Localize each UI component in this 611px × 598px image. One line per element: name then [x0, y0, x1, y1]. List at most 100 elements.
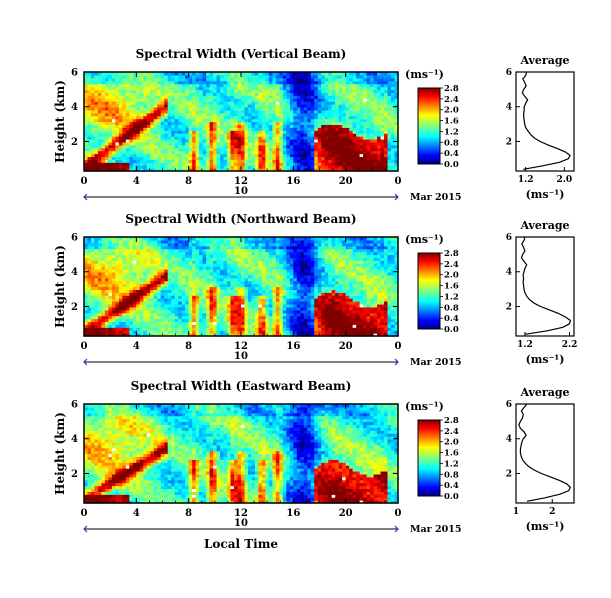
heatmap-cell	[345, 162, 350, 166]
heatmap-cell	[94, 147, 99, 152]
heatmap-cell	[296, 168, 301, 172]
heatmap-cell	[153, 165, 158, 169]
heatmap-cell	[324, 162, 329, 166]
heatmap-cell	[139, 144, 144, 149]
heatmap-cell	[171, 77, 176, 82]
heatmap-cell	[122, 141, 127, 146]
heatmap-cell	[223, 92, 228, 96]
heatmap-cell	[104, 115, 110, 120]
heatmap-cell	[258, 168, 263, 172]
heatmap-cell	[97, 138, 103, 143]
heatmap-cell	[192, 121, 197, 126]
heatmap-cell	[195, 124, 200, 128]
heatmap-cell	[146, 156, 151, 160]
heatmap-cell	[146, 121, 151, 126]
heatmap-cell	[293, 124, 298, 128]
heatmap-cell	[349, 133, 354, 137]
colorbar-tick-label: 0.0	[444, 160, 459, 170]
heatmap-cell	[125, 80, 130, 85]
heatmap-cell	[328, 83, 333, 88]
heatmap-cell	[251, 101, 256, 105]
heatmap-cell	[293, 121, 298, 126]
heatmap-cell	[310, 106, 315, 111]
heatmap-cell	[209, 168, 214, 172]
heatmap-cell	[279, 80, 284, 85]
heatmap-cell	[289, 153, 294, 158]
heatmap-cell	[171, 86, 176, 91]
heatmap-cell	[265, 141, 270, 146]
heatmap-cell	[317, 150, 322, 155]
heatmap-cell	[157, 95, 162, 99]
heatmap-cell	[338, 118, 343, 123]
heatmap-cell	[286, 147, 291, 152]
heatmap-cell	[195, 138, 200, 143]
heatmap-cell	[254, 150, 260, 155]
heatmap-cell	[143, 127, 148, 131]
heatmap-cell	[94, 121, 99, 126]
heatmap-cell	[296, 72, 301, 76]
heatmap-cell	[237, 165, 242, 169]
heatmap-cell	[143, 153, 148, 158]
heatmap-cell	[160, 124, 165, 128]
heatmap-cell	[164, 136, 169, 140]
heatmap-cell	[129, 159, 134, 163]
heatmap-cell	[237, 118, 242, 123]
heatmap-cell	[125, 136, 130, 140]
heatmap-cell	[209, 156, 214, 160]
heatmap-cell	[345, 141, 350, 146]
heatmap-cell	[328, 118, 333, 123]
heatmap-cell	[300, 83, 305, 88]
heatmap-cell	[185, 124, 190, 128]
heatmap-cell	[324, 106, 329, 111]
heatmap-cell	[247, 92, 253, 96]
heatmap-cell	[282, 147, 287, 152]
heatmap-cell	[90, 95, 96, 99]
heatmap-cell	[192, 133, 197, 137]
heatmap-cell	[164, 121, 169, 126]
heatmap-cell	[87, 104, 92, 108]
heatmap-cell	[101, 150, 106, 155]
heatmap-cell	[87, 136, 92, 140]
heatmap-cell	[321, 112, 326, 117]
heatmap-cell	[174, 109, 179, 114]
heatmap-cell	[230, 156, 235, 160]
heatmap-cell	[237, 77, 242, 82]
heatmap-cell	[227, 77, 232, 82]
heatmap-cell	[247, 77, 253, 82]
heatmap-cell	[167, 83, 172, 88]
heatmap-cell	[153, 92, 158, 96]
heatmap-cell	[115, 109, 120, 114]
heatmap-cell	[286, 121, 291, 126]
heatmap-cell	[125, 115, 130, 120]
heatmap-cell	[272, 165, 277, 169]
heatmap-cell	[247, 80, 253, 85]
heatmap-cell	[321, 138, 326, 143]
heatmap-cell	[258, 98, 263, 102]
heatmap-cell	[303, 150, 308, 155]
heatmap-cell	[213, 74, 218, 79]
y-tick-label: 2	[71, 137, 78, 148]
heatmap-cell	[223, 118, 228, 123]
heatmap-cell	[167, 159, 172, 163]
heatmap-cell	[122, 86, 127, 91]
heatmap-cell	[118, 86, 123, 91]
heatmap-cell	[188, 168, 193, 172]
heatmap-cell	[174, 98, 179, 102]
heatmap-cell	[178, 156, 183, 160]
heatmap-cell	[345, 159, 350, 163]
heatmap-cell	[115, 147, 120, 152]
heatmap-cell	[125, 150, 130, 155]
heatmap-cell	[122, 104, 127, 108]
heatmap-cell	[111, 77, 116, 82]
heatmap-cell	[136, 95, 141, 99]
heatmap-cell	[115, 121, 120, 126]
heatmap-cell	[199, 98, 204, 102]
heatmap-cell	[195, 74, 200, 79]
heatmap-cell	[143, 121, 148, 126]
heatmap-cell	[227, 133, 232, 137]
heatmap-cell	[185, 136, 190, 140]
heatmap-cell	[178, 115, 183, 120]
heatmap-cell	[345, 92, 350, 96]
heatmap-cell	[310, 156, 315, 160]
heatmap-cell	[178, 109, 183, 114]
